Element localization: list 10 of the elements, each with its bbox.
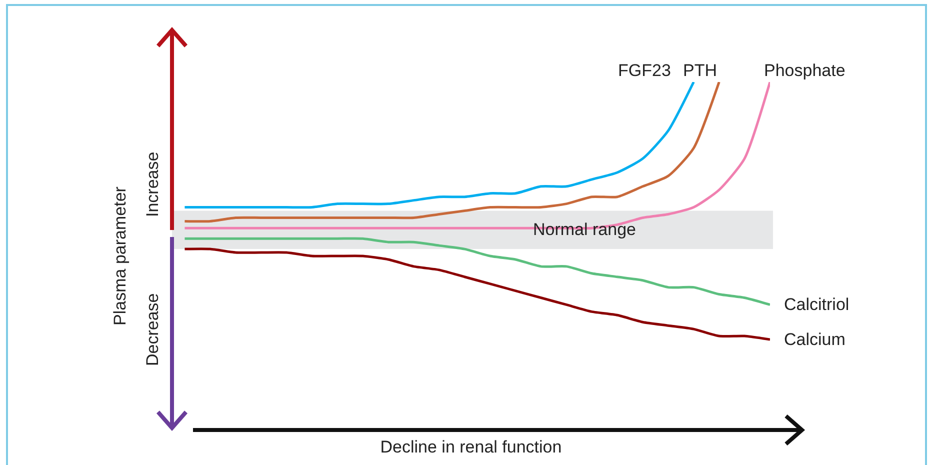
text: Decrease	[143, 293, 162, 366]
x-axis-title: Decline in renal function	[380, 437, 562, 456]
series-label: Calcium	[784, 330, 846, 349]
series-label: PTH	[683, 61, 717, 80]
y-axis-title: Plasma parameter	[110, 186, 130, 326]
series-label: FGF23	[618, 61, 671, 80]
series-label: Phosphate	[764, 61, 846, 80]
band-label: Normal range	[533, 220, 636, 239]
text: Increase	[143, 152, 162, 217]
series-label: Calcitriol	[784, 295, 850, 314]
